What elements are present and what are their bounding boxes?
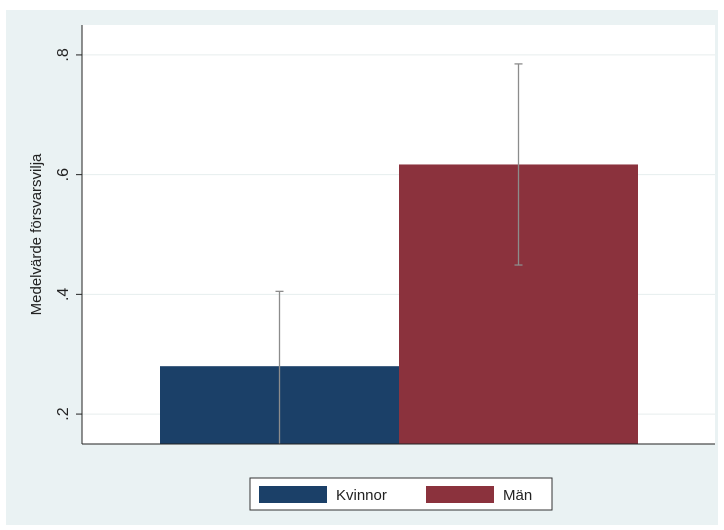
error-bar-1 — [514, 63, 523, 266]
bars — [160, 164, 638, 444]
y-tick-label-1: .4 — [55, 288, 72, 301]
y-axis-title: Medelvärde försvarsvilja — [28, 153, 45, 315]
y-tick-label-2: .6 — [55, 168, 72, 181]
error-bar-0 — [275, 290, 284, 444]
legend-item-0: Kvinnor — [259, 486, 387, 504]
legend-item-1: Män — [426, 486, 532, 504]
y-tick-label-3: .8 — [55, 48, 72, 61]
legend-swatch-0 — [259, 486, 327, 503]
y-tick-label-0: .2 — [55, 407, 72, 420]
legend: Kvinnor Män — [249, 477, 553, 511]
error-bars — [275, 63, 523, 444]
legend-swatch-1 — [426, 486, 494, 503]
legend-label-1: Män — [503, 487, 532, 504]
axes: .2 .4 .6 .8 Medelvärde försvarsvilja — [28, 25, 715, 445]
legend-label-0: Kvinnor — [336, 487, 387, 504]
